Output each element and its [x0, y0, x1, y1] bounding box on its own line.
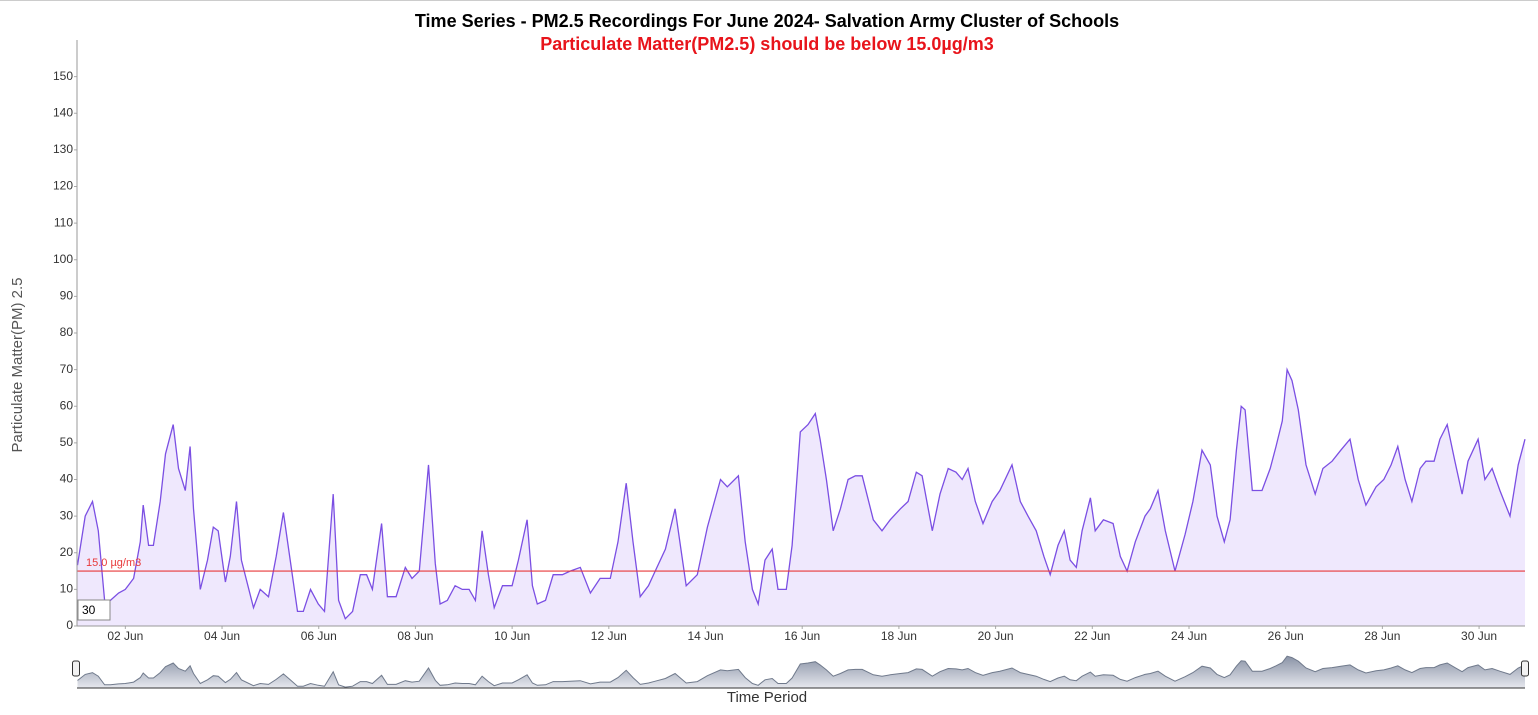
y-tick-label: 0: [66, 618, 73, 632]
x-tick-label: 20 Jun: [978, 629, 1014, 643]
chart-subtitle: Particulate Matter(PM2.5) should be belo…: [540, 34, 993, 54]
x-tick-label: 22 Jun: [1074, 629, 1110, 643]
x-tick-label: 12 Jun: [591, 629, 627, 643]
y-tick-label: 50: [60, 435, 74, 449]
y-tick-label: 90: [60, 289, 74, 303]
navigator-line: [77, 655, 1526, 688]
y-tick-label: 70: [60, 362, 74, 376]
x-tick-label: 30 Jun: [1461, 629, 1497, 643]
y-axis-label: Particulate Matter(PM) 2.5: [9, 277, 26, 452]
y-tick-label: 30: [60, 508, 74, 522]
x-tick-label: 28 Jun: [1364, 629, 1400, 643]
navigator-handle[interactable]: [1521, 660, 1529, 677]
y-tick-label: 60: [60, 398, 74, 412]
x-tick-label: 26 Jun: [1268, 629, 1304, 643]
x-tick-label: 08 Jun: [397, 629, 433, 643]
x-tick-label: 14 Jun: [687, 629, 723, 643]
navigator-handle[interactable]: [72, 660, 80, 677]
area: [77, 369, 1525, 626]
y-tick-label: 10: [60, 582, 74, 596]
y-tick-label: 140: [53, 105, 73, 119]
y-tick-label: 100: [53, 252, 73, 266]
y-tick-label: 110: [54, 215, 73, 229]
navigator-area: [77, 656, 1525, 688]
y-tick-label: 80: [60, 325, 74, 339]
range-input-value[interactable]: 30: [82, 603, 96, 617]
chart-title: Time Series - PM2.5 Recordings For June …: [415, 11, 1119, 31]
line: [76, 367, 1526, 620]
y-tick-label: 40: [60, 472, 74, 486]
x-tick-label: 06 Jun: [301, 629, 337, 643]
x-tick-label: 24 Jun: [1171, 629, 1207, 643]
x-tick-label: 02 Jun: [107, 629, 143, 643]
y-tick-label: 150: [53, 69, 73, 83]
x-tick-label: 18 Jun: [881, 629, 917, 643]
x-tick-label: 04 Jun: [204, 629, 240, 643]
x-tick-label: 16 Jun: [784, 629, 820, 643]
threshold-label: 15.0 µg/m3: [86, 557, 141, 569]
y-tick-label: 20: [60, 545, 74, 559]
y-tick-label: 120: [53, 179, 73, 193]
plot-area: 0 10 20 30 40 50 60 70 80 90 100 110 120 130 140 150 02 …: [53, 40, 1529, 689]
range-input[interactable]: [77, 599, 111, 621]
x-axis-label: Time Period: [727, 689, 807, 706]
x-tick-label: 10 Jun: [494, 629, 530, 643]
y-tick-label: 130: [53, 142, 73, 156]
